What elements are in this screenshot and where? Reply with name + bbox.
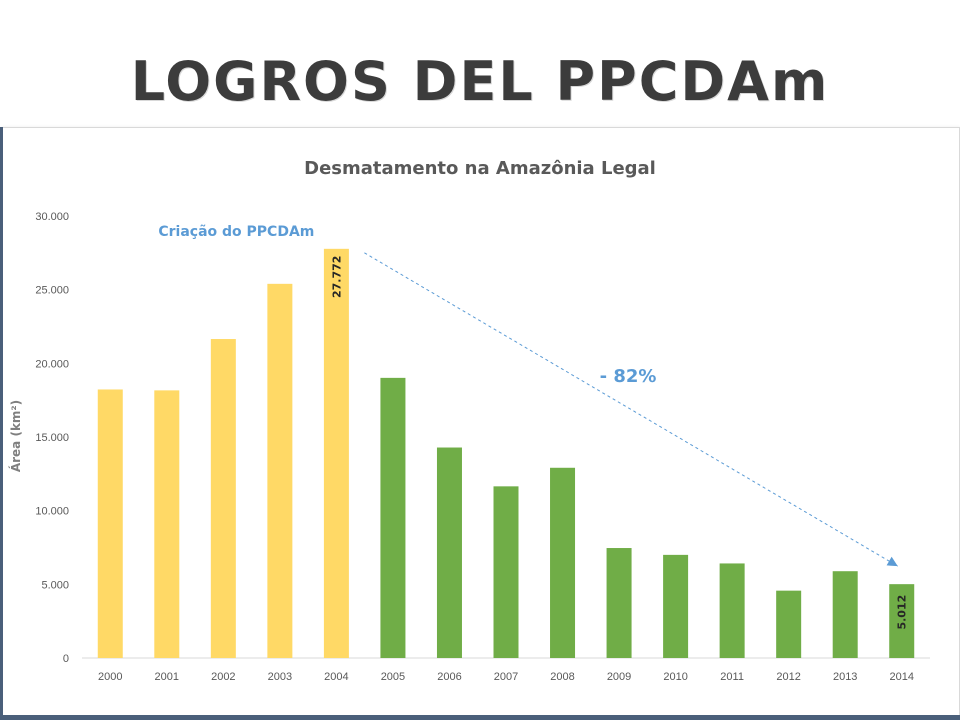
- bar-2002: [210, 339, 236, 658]
- y-axis-label: Área (km²): [8, 400, 23, 472]
- x-tick-label: 2014: [889, 671, 913, 683]
- bar-2000: [97, 389, 123, 658]
- bar-2006: [436, 447, 462, 658]
- x-tick-label: 2007: [494, 671, 518, 683]
- x-tick-label: 2001: [155, 671, 179, 683]
- x-tick-label: 2004: [324, 671, 348, 683]
- y-tick-label: 5.000: [41, 579, 69, 591]
- bar-2010: [663, 554, 689, 658]
- chart-title: Desmatamento na Amazônia Legal: [304, 158, 656, 179]
- x-tick-label: 2013: [833, 671, 857, 683]
- y-tick-label: 10.000: [35, 506, 69, 518]
- x-tick-label: 2011: [720, 671, 744, 683]
- bar-2003: [267, 283, 293, 658]
- bar-2012: [776, 590, 802, 658]
- bar-2005: [380, 377, 406, 658]
- x-tick-label: 2010: [663, 671, 687, 683]
- x-tick-label: 2008: [550, 671, 574, 683]
- bar-2007: [493, 486, 519, 658]
- y-tick-label: 20.000: [35, 358, 69, 370]
- annotation-group: Criação do PPCDAm - 82%: [158, 224, 898, 567]
- axis-group: 0 5.000 10.000 15.000 20.000 25.000 30.000 2000…: [35, 211, 930, 683]
- x-tick-label: 2009: [607, 671, 631, 683]
- left-accent-bar: [0, 127, 3, 717]
- bar-2011: [719, 563, 745, 658]
- bar-2001: [154, 390, 180, 658]
- x-tick-label: 2012: [776, 671, 800, 683]
- bar-2014: [889, 584, 915, 658]
- labels-group: 27.772 5.012: [330, 256, 908, 630]
- data-label-2014: 5.012: [896, 595, 909, 630]
- data-label-2004: 27.772: [330, 256, 343, 298]
- y-tick-label: 0: [63, 653, 69, 665]
- x-tick-label: 2000: [98, 671, 122, 683]
- x-tick-label: 2006: [437, 671, 461, 683]
- x-tick-label: 2005: [381, 671, 405, 683]
- bar-2004: [323, 248, 349, 658]
- x-tick-label: 2003: [268, 671, 292, 683]
- y-tick-label: 30.000: [35, 211, 69, 223]
- y-tick-label: 15.000: [35, 432, 69, 444]
- bar-2009: [606, 548, 632, 658]
- y-tick-label: 25.000: [35, 285, 69, 297]
- bottom-accent-bar: [0, 715, 960, 720]
- slide-title: LOGROS DEL PPCDAm: [130, 50, 830, 113]
- trend-arrow-head: [886, 556, 898, 567]
- bars-group: [97, 248, 915, 658]
- bar-2013: [832, 571, 858, 658]
- x-tick-label: 2002: [211, 671, 235, 683]
- annotation-creation: Criação do PPCDAm: [158, 224, 314, 240]
- annotation-reduction: - 82%: [600, 366, 657, 387]
- bar-2008: [550, 467, 576, 658]
- trend-arrow-line: [364, 252, 898, 567]
